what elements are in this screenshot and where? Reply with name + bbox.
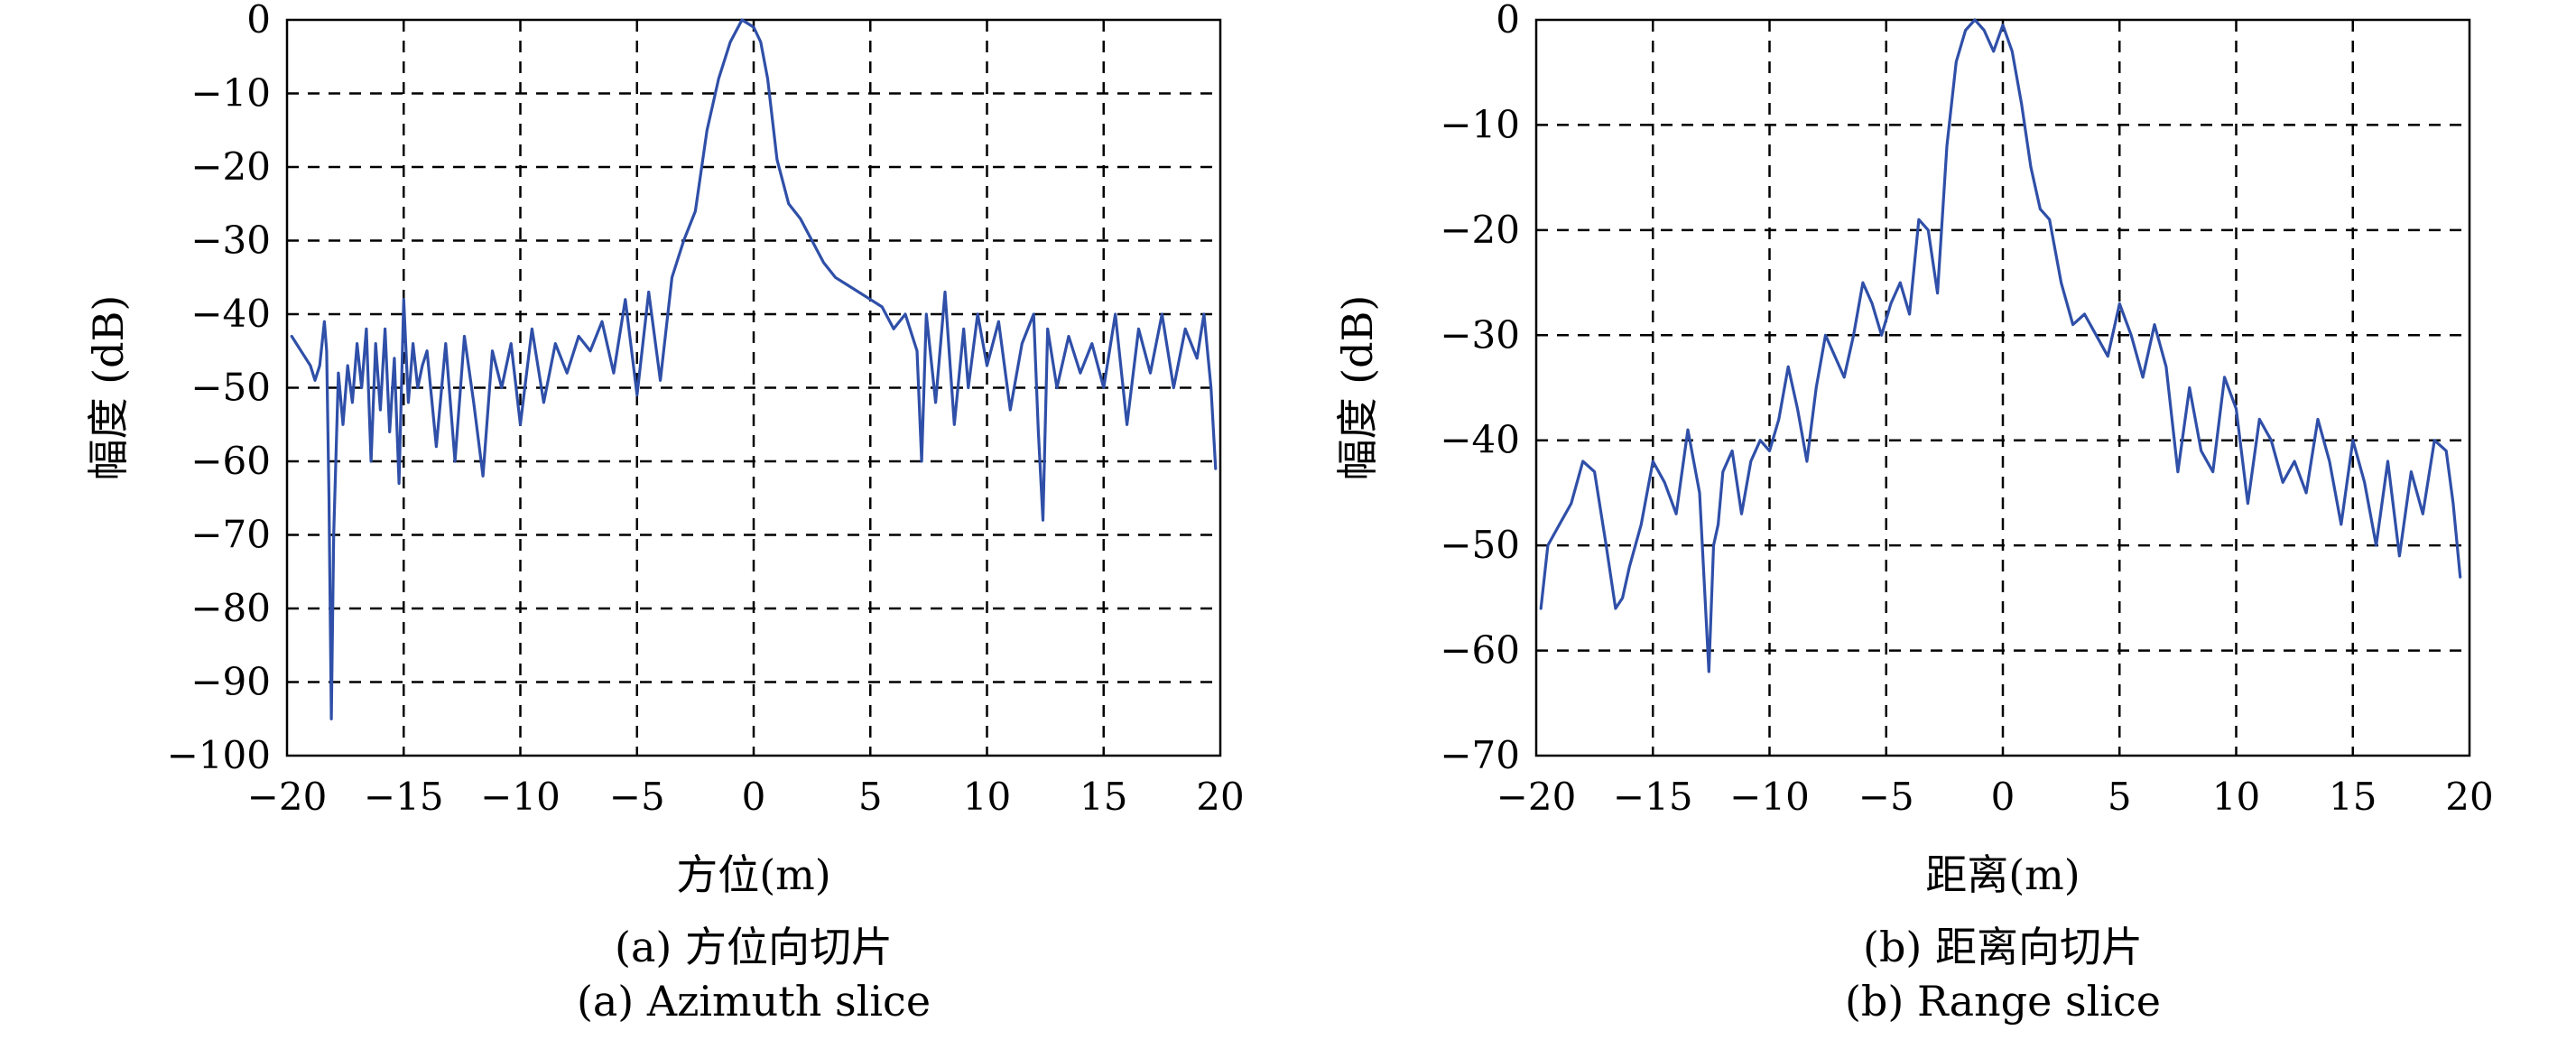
plot-frame (285, 18, 1222, 757)
x-tick-label: 5 (2108, 775, 2132, 819)
plot-frame (1534, 18, 2471, 757)
x-axis-label: 距离(m) (1925, 850, 2080, 899)
x-tick-label: 10 (2212, 775, 2260, 819)
caption-chinese: (a) 方位向切片 (615, 923, 893, 971)
y-tick-label: −10 (190, 71, 271, 116)
x-tick-label: −5 (609, 775, 665, 819)
x-tick-label: −20 (247, 775, 328, 819)
y-tick-label: −100 (167, 733, 271, 777)
y-tick-label: −30 (1440, 312, 1520, 357)
y-tick-label: −90 (190, 660, 271, 704)
y-tick-label: −10 (1440, 102, 1520, 146)
caption-english: (b) Range slice (1845, 977, 2161, 1026)
y-tick-label: 0 (1496, 0, 1520, 42)
x-tick-labels: −20 −15 −10 −5 0 5 10 15 20 (247, 775, 1245, 819)
caption-english: (a) Azimuth slice (577, 977, 931, 1026)
x-tick-label: 20 (2445, 775, 2493, 819)
y-tick-labels: 0 −10 −20 −30 −40 −50 −60 −70 −80 −90 −100 (167, 0, 271, 777)
y-axis-label: 幅度 (dB) (84, 295, 133, 481)
x-tick-label: −20 (1496, 775, 1577, 819)
y-tick-label: −20 (1440, 208, 1520, 252)
y-tick-label: −30 (190, 218, 271, 263)
x-axis-label: 方位(m) (676, 850, 831, 899)
azimuth-slice-chart: −20 −15 −10 −5 0 5 10 15 20 0−10−20−30−40−50−60−… (84, 0, 1245, 1026)
x-tick-label: 0 (742, 775, 766, 819)
grid-lines (287, 20, 1220, 756)
x-tick-label: 0 (1991, 775, 2015, 819)
x-tick-label: 15 (2329, 775, 2377, 819)
y-tick-label: −60 (1440, 628, 1520, 673)
series-line (1539, 18, 2462, 673)
x-tick-label: −5 (1858, 775, 1914, 819)
x-tick-label: 10 (963, 775, 1011, 819)
y-axis-label: 幅度 (dB) (1333, 295, 1382, 481)
x-tick-label: −10 (1729, 775, 1810, 819)
x-tick-labels: −20 −15 −10 −5 0 5 10 15 20 (1496, 775, 2494, 819)
y-tick-label: −70 (1440, 733, 1520, 777)
x-tick-label: −15 (1613, 775, 1693, 819)
x-tick-label: 20 (1196, 775, 1244, 819)
caption-chinese: (b) 距离向切片 (1863, 923, 2143, 971)
x-tick-label: 15 (1080, 775, 1127, 819)
grid-lines (1536, 20, 2469, 756)
x-tick-label: −10 (480, 775, 561, 819)
range-slice-chart: −20 −15 −10 −5 0 5 10 15 20 0−10−20−30−40−50−60−… (1333, 0, 2494, 1026)
y-tick-label: −80 (190, 586, 271, 630)
y-tick-label: −60 (190, 439, 271, 483)
y-tick-label: 0 (246, 0, 271, 42)
y-tick-labels: 0 −10 −20 −30 −40 −50 −60 −70 (1440, 0, 1520, 777)
x-tick-label: −15 (364, 775, 444, 819)
series-line (290, 18, 1218, 720)
y-tick-label: −50 (1440, 523, 1520, 567)
y-tick-label: −50 (190, 366, 271, 410)
y-tick-label: −70 (190, 513, 271, 557)
y-tick-label: −40 (1440, 418, 1520, 462)
y-tick-label: −40 (190, 292, 271, 336)
x-tick-label: 5 (858, 775, 883, 819)
y-tick-label: −20 (190, 144, 271, 189)
